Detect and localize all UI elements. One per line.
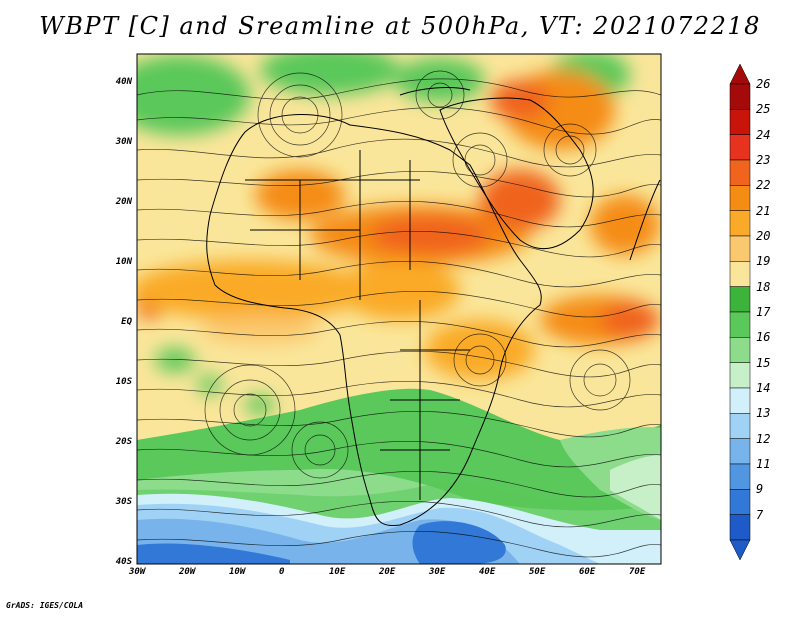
colorbar-swatch [729, 159, 751, 186]
colorbar-label: 24 [756, 127, 771, 142]
colorbar-label: 7 [756, 507, 764, 522]
lon-tick-label: 0 [279, 567, 285, 577]
colorbar-min-arrow [729, 539, 751, 561]
colorbar-max-arrow [729, 63, 751, 85]
colorbar-swatch [729, 413, 751, 439]
colorbar-swatch [729, 387, 751, 414]
lon-tick-label: 70E [629, 567, 646, 577]
colorbar-swatch [729, 83, 751, 110]
lat-tick-label: 40S [115, 557, 132, 567]
lat-tick-label: 10N [115, 257, 132, 267]
lat-tick-label: 30N [115, 137, 132, 147]
colorbar-label: 17 [756, 305, 771, 319]
lat-tick-label: EQ [121, 317, 132, 327]
colorbar-swatch [729, 235, 751, 262]
colorbar-label: 21 [756, 203, 771, 218]
streamlines [137, 70, 661, 558]
lon-tick-label: 60E [579, 567, 596, 577]
colorbar-label: 20 [756, 229, 771, 243]
colorbar-label: 25 [756, 102, 771, 117]
colorbar-swatch [729, 210, 751, 237]
wbpt-shading [137, 54, 661, 564]
lon-tick-label: 10W [229, 567, 246, 577]
colorbar-swatch [729, 134, 751, 161]
colorbar-swatch [729, 337, 751, 363]
lon-tick-label: 30E [429, 567, 446, 577]
colorbar-label: 23 [756, 153, 771, 167]
colorbar-swatch [729, 185, 751, 211]
lat-tick-label: 10S [115, 377, 132, 387]
lon-tick-label: 30W [129, 567, 146, 577]
coastlines [206, 87, 661, 527]
colorbar-swatch [729, 438, 751, 465]
colorbar-label: 16 [756, 330, 771, 345]
lon-tick-label: 10E [329, 567, 346, 577]
colorbar-label: 14 [756, 381, 771, 395]
colorbar-label: 18 [756, 279, 771, 294]
colorbar-label: 9 [756, 482, 764, 497]
credit-text: GrADS: IGES/COLA [6, 601, 84, 610]
colorbar-swatch [729, 514, 751, 541]
colorbar-swatch [729, 463, 751, 490]
chart-title: WBPT [C] and Sreamline at 500hPa, VT: 20… [39, 12, 761, 40]
lat-tick-label: 30S [115, 497, 132, 507]
lon-tick-label: 50E [529, 567, 546, 577]
lat-tick-label: 40N [115, 77, 132, 87]
map-frame [136, 53, 662, 565]
colorbar-swatch [729, 109, 751, 135]
colorbar-swatch [729, 261, 751, 287]
colorbar-label: 15 [756, 355, 771, 370]
colorbar [729, 63, 751, 561]
lon-tick-label: 20W [179, 567, 196, 577]
colorbar-label: 26 [756, 77, 771, 91]
colorbar-label: 11 [756, 457, 771, 471]
lat-tick-label: 20N [115, 197, 132, 207]
colorbar-swatch [729, 489, 751, 515]
colorbar-label: 13 [756, 406, 771, 421]
colorbar-label: 22 [756, 178, 771, 193]
colorbar-label: 12 [756, 431, 771, 446]
colorbar-swatch [729, 311, 751, 338]
lat-tick-label: 20S [115, 437, 132, 447]
lon-tick-label: 20E [379, 567, 396, 577]
lon-tick-label: 40E [479, 567, 496, 577]
colorbar-swatch [729, 362, 751, 389]
colorbar-label: 19 [756, 254, 771, 269]
colorbar-swatch [729, 286, 751, 313]
